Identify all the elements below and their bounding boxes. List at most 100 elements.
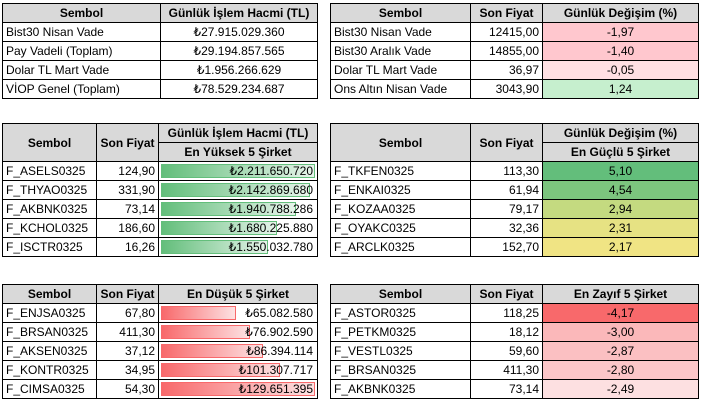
symbol-cell: F_OYAKC0325 xyxy=(330,218,471,238)
change-cell: 5,10 xyxy=(542,161,699,181)
volume-bar-cell: ₺76.902.590 xyxy=(158,322,318,342)
symbol-cell: F_ENKAI0325 xyxy=(330,180,471,200)
volume-databar xyxy=(161,306,236,320)
symbol-cell: F_KOZAA0325 xyxy=(330,199,471,219)
price-cell: 14855,00 xyxy=(470,41,543,61)
top-losers-table: Sembol Son Fiyat En Zayıf 5 Şirket F_AST… xyxy=(330,284,699,399)
symbol-cell: F_ARCLK0325 xyxy=(330,237,471,257)
price-change-summary-table: Sembol Son Fiyat Günlük Değişim (%) Bist… xyxy=(330,3,699,99)
price-cell: 34,95 xyxy=(96,360,159,380)
price-cell: 152,70 xyxy=(470,237,543,257)
symbol-cell: F_AKBNK0325 xyxy=(330,379,471,399)
symbol-cell: F_KCHOL0325 xyxy=(2,218,97,238)
table-row: Bist30 Nisan Vade 12415,00 -1,97 xyxy=(330,22,699,42)
price-cell: 16,26 xyxy=(96,237,159,257)
change-cell: 2,94 xyxy=(542,199,699,219)
table-row: F_KOZAA0325 79,17 2,94 xyxy=(330,199,699,219)
header-price: Son Fiyat xyxy=(470,3,543,23)
volume-databar xyxy=(161,164,315,178)
table-row: F_ARCLK0325 152,70 2,17 xyxy=(330,237,699,257)
change-cell: 2,31 xyxy=(542,218,699,238)
header-price: Son Fiyat xyxy=(96,123,159,162)
price-cell: 411,30 xyxy=(470,360,543,380)
table-row: F_ENJSA0325 67,80 ₺65.082.580 xyxy=(2,303,318,323)
header-lowest-five: En Düşük 5 Şirket xyxy=(158,284,318,304)
volume-value: ₺1.550.032.780 xyxy=(228,240,313,254)
symbol-cell: F_VESTL0325 xyxy=(330,341,471,361)
top-volume-table: Sembol Son Fiyat Günlük İşlem Hacmi (TL)… xyxy=(2,123,318,275)
volume-value: ₺2.211.650.720 xyxy=(229,164,313,178)
symbol-cell: F_ASELS0325 xyxy=(2,161,97,181)
change-cell: 4,54 xyxy=(542,180,699,200)
volume-databar xyxy=(161,325,251,339)
volume-bar-cell: ₺1.680.225.880 xyxy=(158,218,318,238)
symbol-cell: F_TKFEN0325 xyxy=(330,161,471,181)
symbol-cell: F_THYAO0325 xyxy=(2,180,97,200)
table-row: Dolar TL Mart Vade 36,97 -0,05 xyxy=(330,60,699,80)
volume-cell: ₺78.529.234.687 xyxy=(160,79,318,99)
price-cell: 73,14 xyxy=(96,199,159,219)
volume-bar-cell: ₺2.211.650.720 xyxy=(158,161,318,181)
volume-value: ₺2.142.869.680 xyxy=(228,183,313,197)
header-symbol: Sembol xyxy=(330,284,471,304)
header-symbol: Sembol xyxy=(330,123,471,162)
symbol-cell: Dolar TL Mart Vade xyxy=(330,60,471,80)
volume-bar-cell: ₺2.142.869.680 xyxy=(158,180,318,200)
volume-cell: ₺27.915.029.360 xyxy=(160,22,318,42)
symbol-cell: F_AKBNK0325 xyxy=(2,199,97,219)
table-row: F_ASTOR0325 118,25 -4,17 xyxy=(330,303,699,323)
symbol-cell: F_ASTOR0325 xyxy=(330,303,471,323)
price-cell: 37,12 xyxy=(96,341,159,361)
change-cell: 1,24 xyxy=(542,79,699,99)
volume-databar xyxy=(161,240,268,254)
price-cell: 411,30 xyxy=(96,322,159,342)
volume-value: ₺129.651.395 xyxy=(238,382,313,396)
symbol-cell: F_PETKM0325 xyxy=(330,322,471,342)
header-symbol: Sembol xyxy=(2,3,161,23)
table-row: F_THYAO0325 331,90 ₺2.142.869.680 xyxy=(2,180,318,200)
volume-databar xyxy=(161,202,297,216)
volume-value: ₺76.902.590 xyxy=(245,325,313,339)
symbol-cell: Dolar TL Mart Vade xyxy=(2,60,161,80)
header-change: Günlük Değişim (%) xyxy=(542,123,699,143)
table-row: F_ISCTR0325 16,26 ₺1.550.032.780 xyxy=(2,237,318,257)
change-cell: -0,05 xyxy=(542,60,699,80)
volume-bar-cell: ₺1.550.032.780 xyxy=(158,237,318,257)
table-row: F_PETKM0325 18,12 -3,00 xyxy=(330,322,699,342)
table-row: Bist30 Nisan Vade ₺27.915.029.360 xyxy=(2,22,318,42)
table-row: F_VESTL0325 59,60 -2,87 xyxy=(330,341,699,361)
volume-databar xyxy=(161,221,278,235)
table-row: F_BRSAN0325 411,30 ₺76.902.590 xyxy=(2,322,318,342)
volume-value: ₺101.307.717 xyxy=(238,363,313,377)
symbol-cell: F_KONTR0325 xyxy=(2,360,97,380)
table-row: Ons Altın Nisan Vade 3043,90 1,24 xyxy=(330,79,699,99)
low-volume-table: Sembol Son Fiyat En Düşük 5 Şirket F_ENJ… xyxy=(2,284,318,399)
header-volume: Günlük İşlem Hacmi (TL) xyxy=(160,3,318,23)
table-row: Bist30 Aralık Vade 14855,00 -1,40 xyxy=(330,41,699,61)
table-row: F_OYAKC0325 32,36 2,31 xyxy=(330,218,699,238)
change-cell: -2,87 xyxy=(542,341,699,361)
table-row: F_ENKAI0325 61,94 4,54 xyxy=(330,180,699,200)
subheader-top-five: En Yüksek 5 Şirket xyxy=(158,142,318,162)
price-cell: 331,90 xyxy=(96,180,159,200)
price-cell: 54,30 xyxy=(96,379,159,399)
volume-value: ₺65.082.580 xyxy=(245,306,313,320)
volume-bar-cell: ₺1.940.788.286 xyxy=(158,199,318,219)
table-row: F_ASELS0325 124,90 ₺2.211.650.720 xyxy=(2,161,318,181)
symbol-cell: F_AKSEN0325 xyxy=(2,341,97,361)
header-weakest-five: En Zayıf 5 Şirket xyxy=(542,284,699,304)
table-row: F_AKSEN0325 37,12 ₺86.394.114 xyxy=(2,341,318,361)
symbol-cell: Pay Vadeli (Toplam) xyxy=(2,41,161,61)
subheader-strongest-five: En Güçlü 5 Şirket xyxy=(542,142,699,162)
volume-cell: ₺1.956.266.629 xyxy=(160,60,318,80)
change-cell: -2,49 xyxy=(542,379,699,399)
price-cell: 73,14 xyxy=(470,379,543,399)
table-row: F_KCHOL0325 186,60 ₺1.680.225.880 xyxy=(2,218,318,238)
volume-summary-table: Sembol Günlük İşlem Hacmi (TL) Bist30 Ni… xyxy=(2,3,318,99)
price-cell: 186,60 xyxy=(96,218,159,238)
volume-value: ₺1.680.225.880 xyxy=(228,221,313,235)
header-change: Günlük Değişim (%) xyxy=(542,3,699,23)
change-cell: -1,97 xyxy=(542,22,699,42)
volume-bar-cell: ₺65.082.580 xyxy=(158,303,318,323)
symbol-cell: VİOP Genel (Toplam) xyxy=(2,79,161,99)
